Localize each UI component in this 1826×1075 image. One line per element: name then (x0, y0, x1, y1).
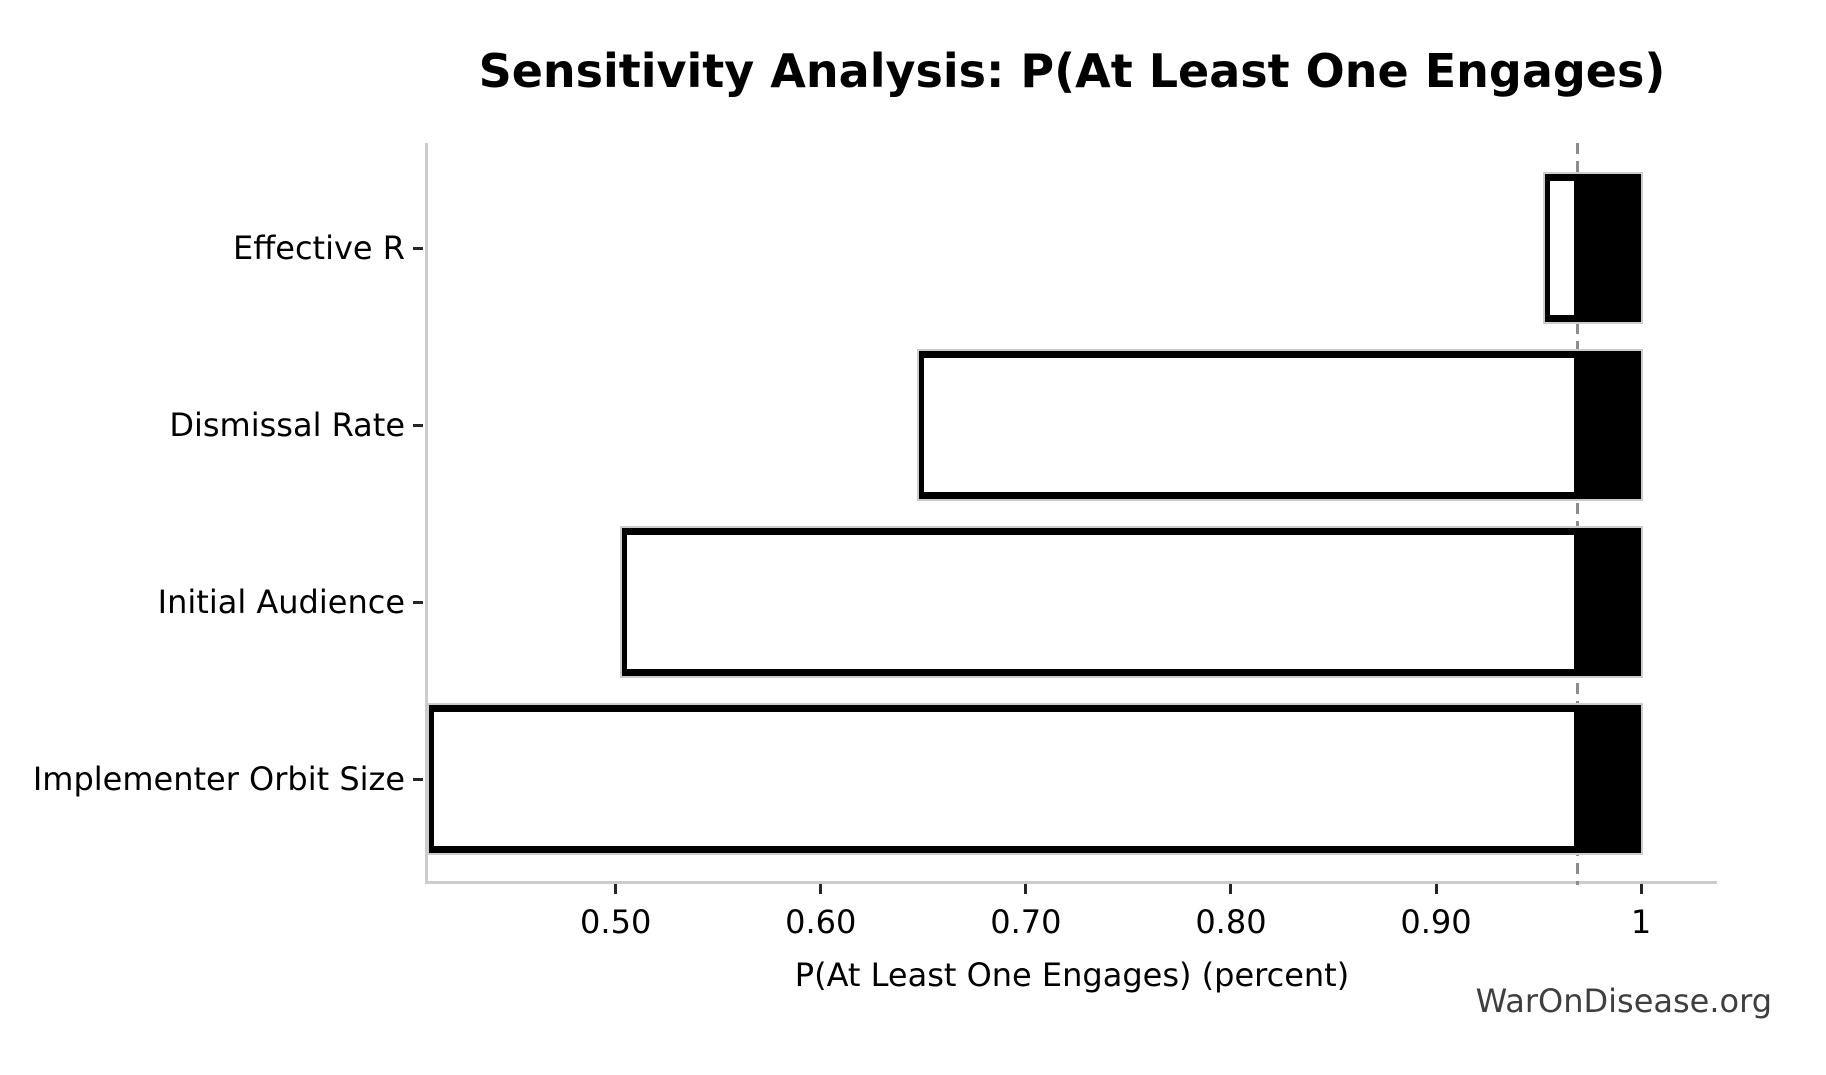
x-axis-spine (425, 881, 1717, 884)
category-label: Implementer Orbit Size (32, 760, 405, 798)
x-tick-label: 0.50 (580, 903, 652, 941)
bar-low-segment (430, 708, 1578, 850)
bar-low-segment (920, 354, 1578, 496)
y-tick-mark (413, 246, 423, 250)
x-tick-mark (1434, 884, 1438, 894)
x-tick-mark (614, 884, 618, 894)
y-tick-mark (413, 600, 423, 604)
x-tick-label: 0.60 (785, 903, 857, 941)
watermark: WarOnDisease.org (1475, 982, 1772, 1020)
x-tick-mark (1024, 884, 1028, 894)
x-tick-mark (819, 884, 823, 894)
x-tick-mark (1229, 884, 1233, 894)
x-tick-label: 1 (1630, 903, 1652, 941)
y-tick-mark (413, 777, 423, 781)
tornado-bar-row (619, 526, 1644, 678)
x-tick-label: 0.80 (1195, 903, 1267, 941)
y-axis-spine (425, 143, 428, 884)
category-label: Effective R (232, 229, 405, 267)
tornado-bar-row (917, 349, 1644, 501)
baseline-dashline (1576, 143, 1580, 885)
bar-low-segment (1545, 177, 1578, 319)
x-tick-mark (1639, 884, 1643, 894)
category-label: Dismissal Rate (169, 406, 405, 444)
category-label: Initial Audience (157, 583, 405, 621)
y-tick-mark (413, 423, 423, 427)
x-tick-label: 0.90 (1400, 903, 1472, 941)
chart-title: Sensitivity Analysis: P(At Least One Eng… (478, 44, 1666, 98)
x-tick-label: 0.70 (990, 903, 1062, 941)
tornado-bar-row (427, 703, 1644, 855)
x-axis-label: P(At Least One Engages) (percent) (794, 956, 1350, 994)
tornado-bar-row (1542, 172, 1644, 324)
bar-low-segment (622, 531, 1578, 673)
